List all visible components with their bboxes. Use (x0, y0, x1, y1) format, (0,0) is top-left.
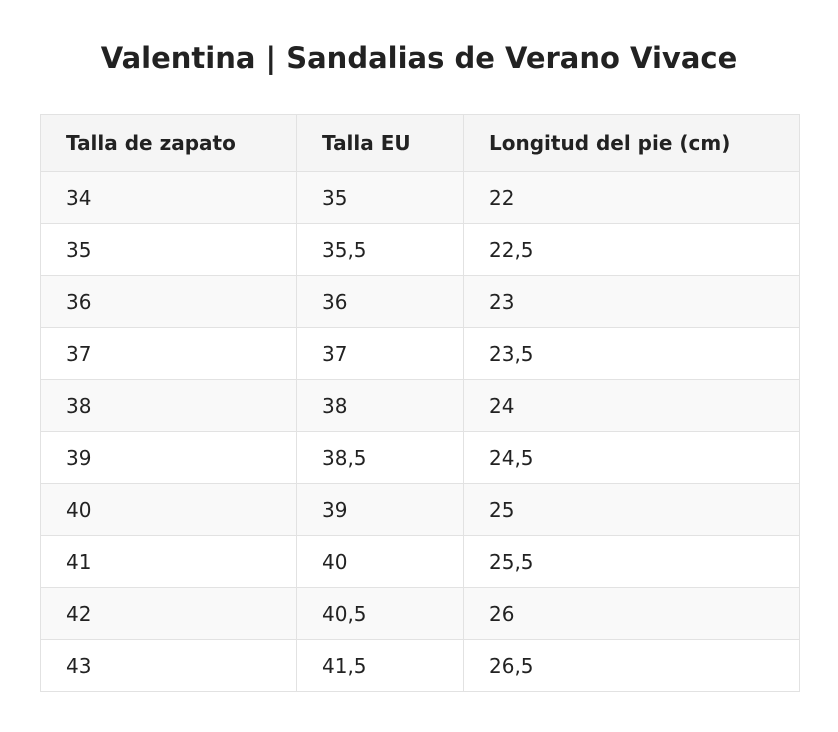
table-cell: 37 (40, 327, 297, 380)
table-row: 40 39 25 (40, 483, 800, 536)
table-row: 36 36 23 (40, 275, 800, 328)
table-cell: 36 (40, 275, 297, 328)
table-cell: 35 (40, 223, 297, 276)
table-cell: 38 (296, 379, 464, 432)
column-header: Talla EU (296, 114, 464, 172)
table-head: Talla de zapato Talla EU Longitud del pie … (40, 114, 800, 172)
table-row: 43 41,5 26,5 (40, 639, 800, 692)
table-cell: 39 (40, 431, 297, 484)
table-cell: 42 (40, 587, 297, 640)
page-title: Valentina | Sandalias de Verano Vivace (100, 41, 738, 75)
table-cell: 25,5 (463, 535, 800, 588)
table-row: 37 37 23,5 (40, 327, 800, 380)
table-cell: 40 (40, 483, 297, 536)
table-cell: 24,5 (463, 431, 800, 484)
header-row: Talla de zapato Talla EU Longitud del pie … (40, 114, 800, 172)
table-cell: 34 (40, 171, 297, 224)
table-row: 39 38,5 24,5 (40, 431, 800, 484)
table-cell: 38,5 (296, 431, 464, 484)
table-row: 35 35,5 22,5 (40, 223, 800, 276)
table-cell: 39 (296, 483, 464, 536)
table-cell: 40,5 (296, 587, 464, 640)
table-body: 34 35 22 35 35,5 22,5 36 36 23 37 37 23,5 38 38 24 39 38… (40, 171, 800, 692)
size-table: Talla de zapato Talla EU Longitud del pie … (40, 114, 800, 692)
table-cell: 26 (463, 587, 800, 640)
table-cell: 41 (40, 535, 297, 588)
table-cell: 22,5 (463, 223, 800, 276)
column-header: Longitud del pie (cm) (463, 114, 800, 172)
table-row: 34 35 22 (40, 171, 800, 224)
table-cell: 25 (463, 483, 800, 536)
table-cell: 40 (296, 535, 464, 588)
table-cell: 38 (40, 379, 297, 432)
table-cell: 22 (463, 171, 800, 224)
table-row: 42 40,5 26 (40, 587, 800, 640)
table-cell: 35 (296, 171, 464, 224)
table-row: 38 38 24 (40, 379, 800, 432)
column-header: Talla de zapato (40, 114, 297, 172)
table-cell: 26,5 (463, 639, 800, 692)
table-cell: 23,5 (463, 327, 800, 380)
table-cell: 37 (296, 327, 464, 380)
table-cell: 35,5 (296, 223, 464, 276)
table-cell: 36 (296, 275, 464, 328)
table-cell: 24 (463, 379, 800, 432)
table-cell: 23 (463, 275, 800, 328)
table-cell: 41,5 (296, 639, 464, 692)
table-cell: 43 (40, 639, 297, 692)
table-row: 41 40 25,5 (40, 535, 800, 588)
